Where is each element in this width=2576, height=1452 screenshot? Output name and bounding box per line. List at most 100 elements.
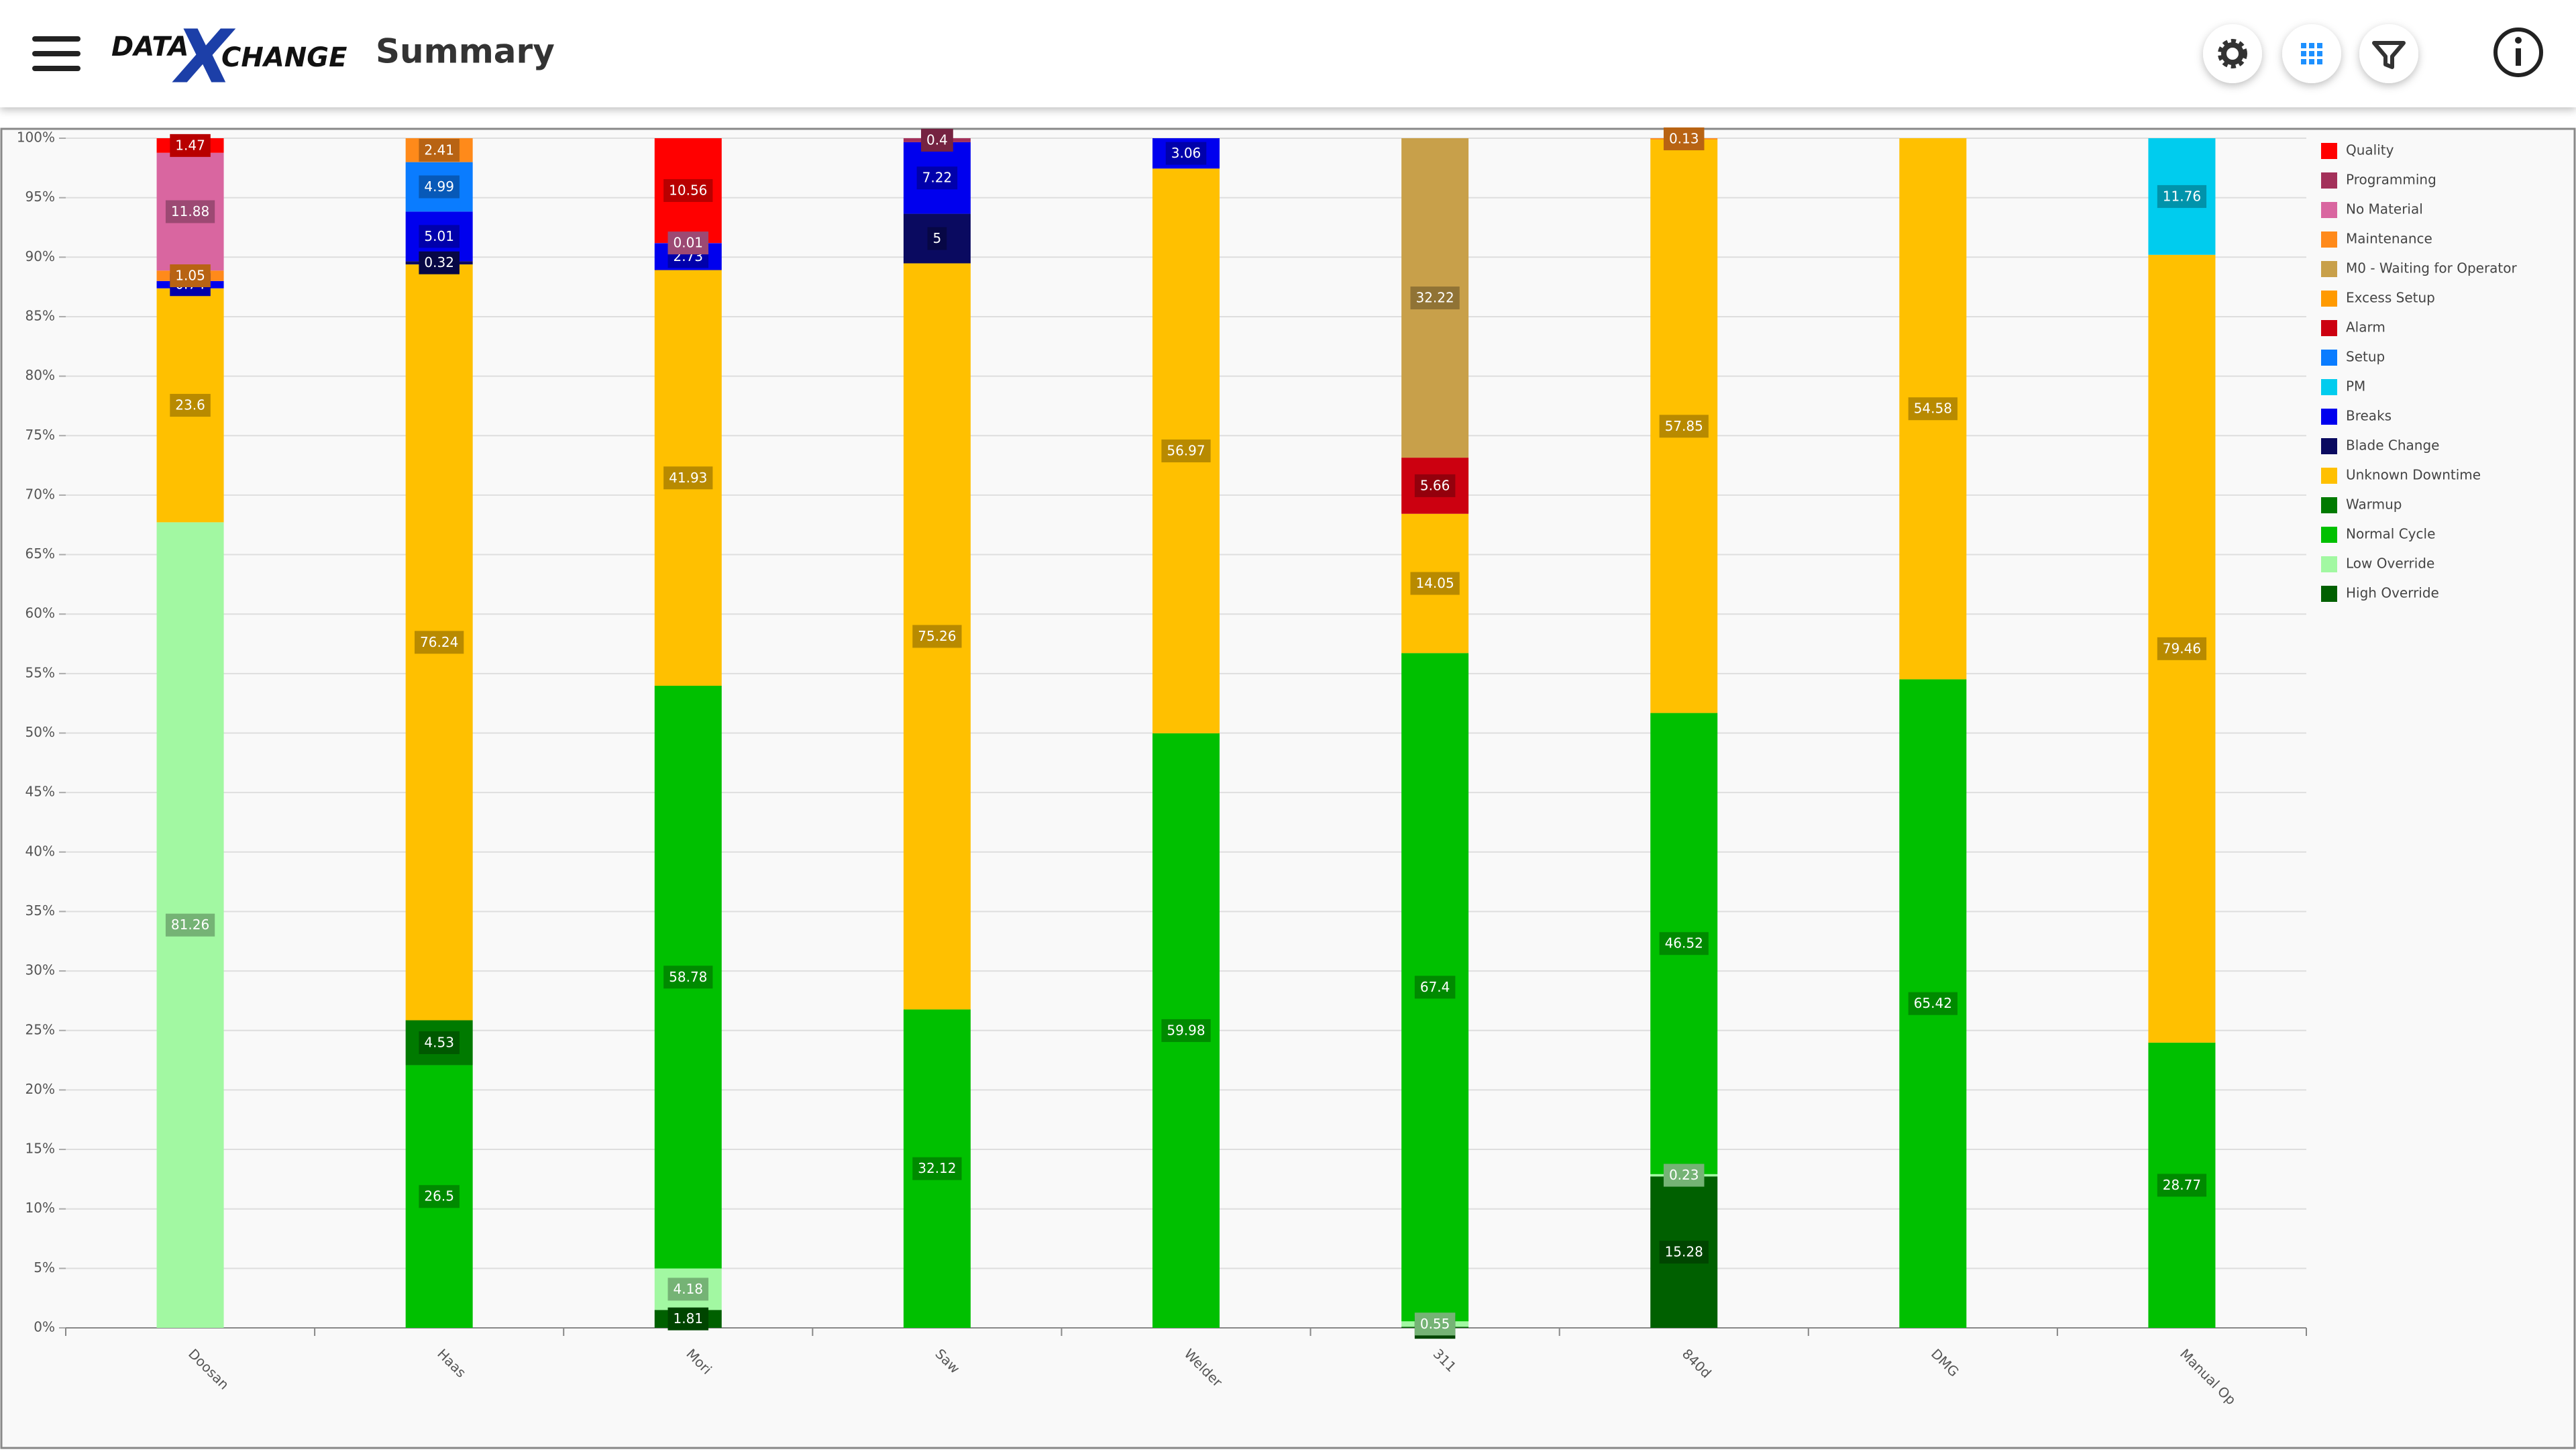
value-label-box <box>916 166 958 190</box>
value-label-box <box>1663 127 1705 150</box>
value-label-box <box>170 134 211 157</box>
page-title: Summary <box>376 32 555 71</box>
y-tick-label: 25% <box>25 1021 55 1037</box>
y-tick-label: 75% <box>25 427 55 443</box>
value-label-text: 4.18 <box>674 1281 704 1297</box>
value-label-text: 54.58 <box>1914 401 1952 417</box>
y-tick-label: 95% <box>25 189 55 205</box>
y-tick-label: 50% <box>25 724 55 740</box>
legend-label: Maintenance <box>2346 231 2432 247</box>
button-circle <box>2359 24 2418 83</box>
value-label-text: 11.88 <box>171 203 209 219</box>
y-tick-label: 40% <box>25 843 55 859</box>
value-label-text: 5 <box>933 230 942 246</box>
value-label-box <box>419 1185 460 1208</box>
value-label-text: 0.55 <box>1420 1316 1450 1332</box>
value-label-text: 0.01 <box>674 235 704 251</box>
value-label: 59.98 <box>1161 1019 1211 1042</box>
button-circle <box>2203 24 2262 83</box>
value-label-box <box>927 227 947 250</box>
y-tick-label: 65% <box>25 546 55 562</box>
value-label-box <box>1414 1312 1456 1336</box>
grid-icon <box>2301 43 2322 64</box>
info-icon <box>2516 48 2521 66</box>
value-label-box <box>920 128 953 152</box>
value-label-box <box>1659 1241 1709 1264</box>
grid-button[interactable] <box>2282 24 2341 83</box>
value-label: 14.05 <box>1410 572 1460 595</box>
legend-label: No Material <box>2346 201 2423 217</box>
value-label-text: 15.28 <box>1665 1244 1703 1260</box>
menu-line <box>32 36 80 42</box>
filter-button[interactable] <box>2359 24 2418 83</box>
legend-swatch <box>2321 202 2337 218</box>
legend-label: Warmup <box>2346 497 2402 513</box>
legend-swatch <box>2321 468 2337 484</box>
value-label-box <box>1410 287 1460 310</box>
value-label-text: 32.22 <box>1415 290 1454 306</box>
value-label-box <box>419 138 460 162</box>
value-label-box <box>663 179 713 203</box>
value-label-text: 0.23 <box>1669 1167 1699 1183</box>
value-label-box <box>1908 992 1957 1015</box>
legend-swatch <box>2321 143 2337 159</box>
value-label-box <box>2157 185 2207 208</box>
menu-line <box>32 66 80 71</box>
value-label: 0.23 <box>1663 1163 1705 1187</box>
value-label: 56.97 <box>1161 439 1211 463</box>
value-label-box <box>1663 1163 1705 1187</box>
value-label-text: 0.32 <box>424 254 454 270</box>
value-label-box <box>2157 637 2207 660</box>
value-label: 76.24 <box>415 631 464 654</box>
value-label-box <box>419 175 460 199</box>
logo: DATA X CHANGE <box>111 13 347 99</box>
value-label-text: 7.22 <box>922 170 953 186</box>
value-label-box <box>667 1278 709 1301</box>
value-label: 11.88 <box>165 200 215 223</box>
value-label-text: 0.13 <box>1669 130 1699 146</box>
value-label-text: 58.78 <box>669 969 707 985</box>
value-label: 81.26 <box>165 913 215 937</box>
logo-text: CHANGE <box>221 42 347 73</box>
legend-label: M0 - Waiting for Operator <box>2346 260 2518 276</box>
y-tick-label: 85% <box>25 307 55 323</box>
menu-button[interactable] <box>32 36 80 71</box>
value-label-text: 1.81 <box>674 1310 704 1327</box>
value-label: 28.77 <box>2157 1174 2207 1197</box>
value-label: 1.81 <box>667 1307 709 1331</box>
y-tick-label: 45% <box>25 784 55 800</box>
legend-swatch <box>2321 261 2337 277</box>
value-label-box <box>170 394 211 417</box>
value-label-text: 41.93 <box>669 470 707 486</box>
value-label-box <box>663 966 713 989</box>
legend-swatch <box>2321 231 2337 248</box>
value-label-text: 10.56 <box>669 183 707 199</box>
value-label: 57.85 <box>1659 415 1709 438</box>
legend-swatch <box>2321 527 2337 543</box>
y-tick-label: 20% <box>25 1081 55 1097</box>
value-label-text: 5.66 <box>1420 477 1450 493</box>
value-label: 4.99 <box>419 175 460 199</box>
legend-label: Breaks <box>2346 408 2392 424</box>
legend-label: Programming <box>2346 172 2436 188</box>
menu-line <box>32 51 80 56</box>
legend-swatch <box>2321 556 2337 572</box>
value-label-text: 4.99 <box>424 178 454 195</box>
value-label-text: 28.77 <box>2163 1177 2201 1193</box>
value-label: 75.26 <box>912 625 962 648</box>
value-label: 23.6 <box>170 394 211 417</box>
info-icon <box>2493 28 2543 77</box>
value-label: 5 <box>927 227 947 250</box>
value-label-box <box>419 251 460 274</box>
value-label: 54.58 <box>1908 397 1957 421</box>
value-label-box <box>1410 572 1460 595</box>
value-label: 41.93 <box>663 466 713 490</box>
value-label-box <box>419 225 460 248</box>
value-label-box <box>165 200 215 223</box>
settings-button[interactable] <box>2203 24 2262 83</box>
value-label-text: 79.46 <box>2163 640 2201 656</box>
value-label-text: 11.76 <box>2163 188 2201 204</box>
value-label: 65.42 <box>1908 992 1957 1015</box>
value-label-box <box>912 1157 962 1180</box>
info-button[interactable] <box>2493 28 2543 77</box>
